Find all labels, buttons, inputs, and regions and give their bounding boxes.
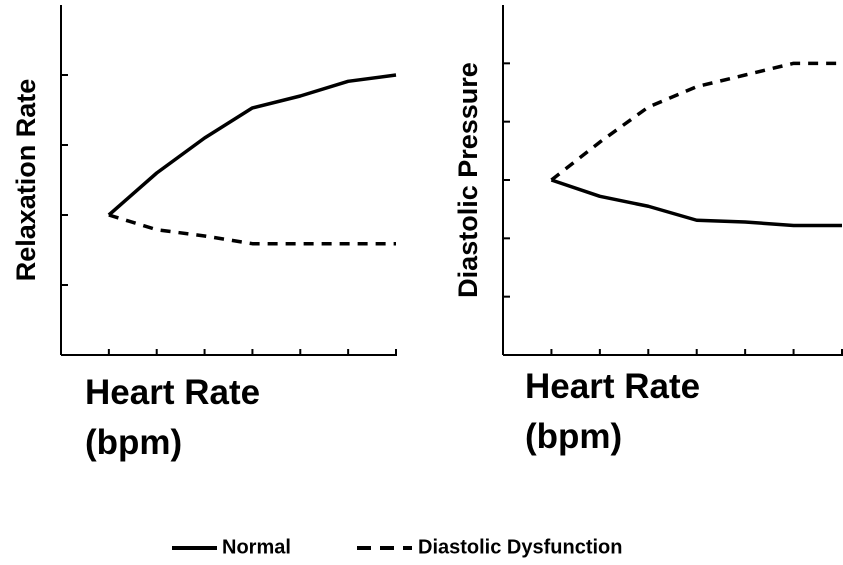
y-axis-label: Diastolic Pressure bbox=[453, 62, 483, 298]
x-axis-label: Heart Rate (bpm) bbox=[85, 373, 261, 462]
x-axis-label: Heart Rate (bpm) bbox=[525, 367, 701, 456]
series-line bbox=[108, 213, 396, 246]
series-line bbox=[107, 73, 397, 217]
legend-label: Diastolic Dysfunction bbox=[418, 536, 622, 558]
legend-label: Normal bbox=[222, 536, 291, 558]
series-line bbox=[550, 178, 842, 228]
y-axis-label: Relaxation Rate bbox=[11, 79, 41, 282]
series-line bbox=[550, 61, 842, 182]
